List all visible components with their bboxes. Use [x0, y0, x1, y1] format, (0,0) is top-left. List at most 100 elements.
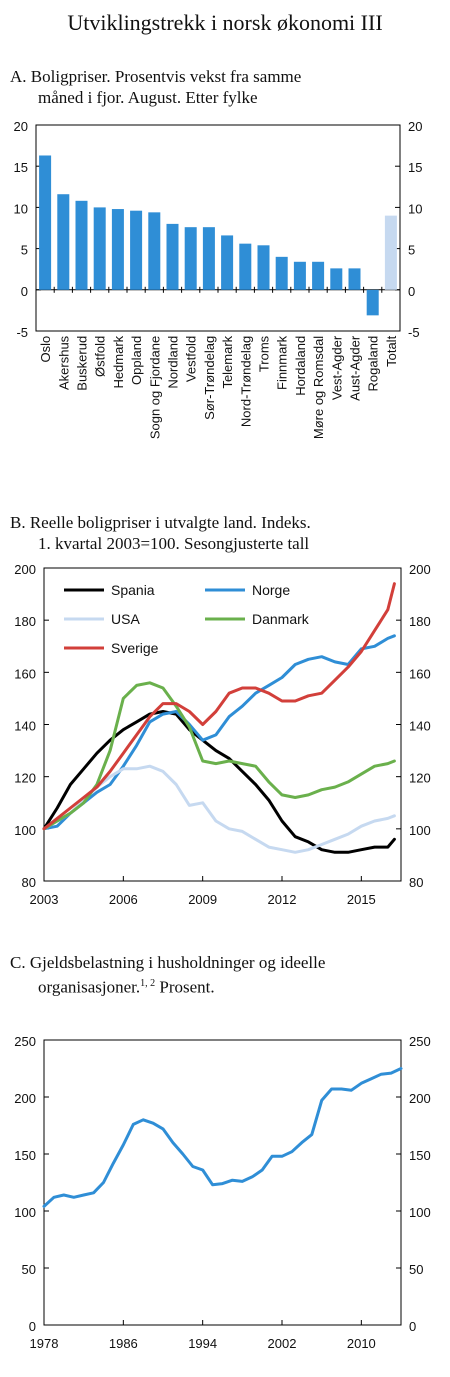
b-xtick-label: 2009	[188, 892, 217, 907]
a-bar	[39, 155, 52, 290]
a-bar	[184, 227, 197, 290]
a-bar	[348, 268, 361, 290]
b-ytick-left-label: 180	[14, 614, 36, 629]
c-ytick-left-label: 250	[14, 1034, 36, 1049]
a-category-label: Møre og Romsdal	[311, 336, 326, 439]
b-ytick-right-label: 100	[409, 823, 431, 838]
a-bar	[57, 194, 70, 290]
c-xtick-label: 1986	[109, 1336, 138, 1351]
a-ytick-left-label: 5	[21, 243, 28, 258]
a-category-label: Telemark	[220, 335, 235, 388]
panel-b-title-line1: Reelle boligpriser i utvalgte land. Inde…	[29, 513, 311, 532]
a-bar	[293, 261, 306, 290]
panel-a-chart: -5 -5 0 0 5 5 10 10 15 15 20 20 Oslo Akershus Buskerud…	[14, 119, 423, 439]
c-ytick-left-label: 50	[22, 1262, 36, 1277]
a-ytick-left-label: 15	[14, 160, 28, 175]
c-series-line	[42, 1067, 403, 1208]
b-ytick-left-label: 100	[14, 823, 36, 838]
b-ytick-right-label: 160	[409, 666, 431, 681]
b-legend-label: Danmark	[252, 611, 310, 627]
panel-c-title-line1: Gjeldsbelastning i husholdninger og idee…	[29, 953, 326, 972]
a-bar	[75, 200, 88, 290]
a-category-label: Akershus	[56, 335, 71, 390]
a-category-label: Finnmark	[275, 335, 290, 390]
b-legend-label: Sverige	[111, 640, 159, 656]
a-bar	[366, 289, 379, 316]
c-ytick-right-label: 100	[409, 1205, 431, 1220]
a-ytick-left-label: 20	[14, 119, 28, 134]
a-category-label: Vest-Agder	[329, 335, 344, 400]
a-bar	[93, 207, 106, 290]
c-plot-frame	[43, 1039, 402, 1326]
a-bar	[130, 210, 143, 290]
b-series-line	[42, 764, 396, 854]
a-category-label: Sør-Trøndelag	[202, 336, 217, 420]
a-category-label: Totalt	[384, 335, 399, 366]
c-xtick-label: 2002	[268, 1336, 297, 1351]
panel-a-title-line1: Boligpriser. Prosentvis vekst fra samme	[30, 67, 302, 86]
panel-b-title-line2: 1. kvartal 2003=100. Sesongjusterte tall	[38, 534, 310, 553]
b-ytick-right-label: 180	[409, 614, 431, 629]
a-category-label: Østfold	[93, 336, 108, 377]
a-category-label: Rogaland	[366, 336, 381, 392]
a-bar	[221, 235, 234, 290]
b-ytick-right-label: 80	[409, 875, 423, 890]
a-plot-frame	[35, 124, 401, 332]
c-ytick-left-label: 100	[14, 1205, 36, 1220]
panel-b-chart: 80 80 100 100 120 120 140 140 160 160 180 180 200 200…	[14, 562, 431, 907]
a-bar	[330, 268, 343, 290]
c-xtick-label: 1994	[188, 1336, 217, 1351]
page-title: Utviklingstrekk i norsk økonomi III	[67, 10, 383, 35]
panel-c-title: C. Gjeldsbelastning i husholdninger og i…	[10, 952, 325, 998]
a-bar	[111, 209, 124, 290]
a-bar	[202, 227, 215, 290]
c-ytick-right-label: 250	[409, 1034, 431, 1049]
a-bar	[239, 243, 252, 290]
c-ytick-left-label: 0	[29, 1319, 36, 1334]
panel-a-title: A. Boligpriser. Prosentvis vekst fra sam…	[10, 66, 301, 108]
b-series-line	[42, 634, 396, 831]
a-category-label: Oppland	[129, 336, 144, 385]
b-ytick-left-label: 120	[14, 771, 36, 786]
c-ytick-left-label: 150	[14, 1148, 36, 1163]
c-xtick-label: 1978	[30, 1336, 59, 1351]
a-bar	[257, 245, 270, 290]
panel-c-title-line2-wrap: organisasjoner.1, 2 Prosent.	[10, 973, 325, 998]
b-xtick-label: 2006	[109, 892, 138, 907]
b-legend-label: Norge	[252, 582, 290, 598]
c-xtick-label: 2010	[347, 1336, 376, 1351]
a-ytick-right-label: 20	[408, 119, 422, 134]
a-category-label: Hedmark	[111, 335, 126, 388]
panel-c-title-line2: organisasjoner.	[38, 977, 141, 997]
b-ytick-right-label: 140	[409, 719, 431, 734]
panel-a-title-line2: måned i fjor. August. Etter fylke	[38, 88, 258, 107]
panel-b-letter: B.	[10, 513, 26, 532]
a-ytick-right-label: -5	[408, 325, 420, 340]
b-legend-label: USA	[111, 611, 140, 627]
b-ytick-right-label: 120	[409, 771, 431, 786]
a-category-label: Nordland	[166, 336, 181, 389]
a-bar	[384, 215, 397, 290]
a-category-label: Hordaland	[293, 336, 308, 396]
b-series-line	[42, 582, 396, 831]
a-category-label: Troms	[257, 335, 272, 372]
b-series-line	[42, 710, 396, 854]
c-ytick-right-label: 0	[409, 1319, 416, 1334]
b-ytick-left-label: 80	[22, 875, 36, 890]
a-ytick-left-label: -5	[16, 325, 28, 340]
b-xtick-label: 2003	[30, 892, 59, 907]
panel-a-letter: A.	[10, 67, 27, 86]
b-xtick-label: 2015	[347, 892, 376, 907]
a-bar	[312, 261, 325, 290]
b-ytick-left-label: 200	[14, 562, 36, 577]
a-category-label: Nord-Trøndelag	[238, 336, 253, 427]
c-ytick-right-label: 150	[409, 1148, 431, 1163]
a-ytick-right-label: 10	[408, 201, 422, 216]
a-ytick-left-label: 0	[21, 284, 28, 299]
a-ytick-right-label: 0	[408, 284, 415, 299]
b-series-line	[42, 681, 396, 831]
a-category-label: Vestfold	[184, 336, 199, 382]
b-legend-label: Spania	[111, 582, 155, 598]
b-xtick-label: 2012	[268, 892, 297, 907]
panel-b-title: B. Reelle boligpriser i utvalgte land. I…	[10, 512, 311, 554]
